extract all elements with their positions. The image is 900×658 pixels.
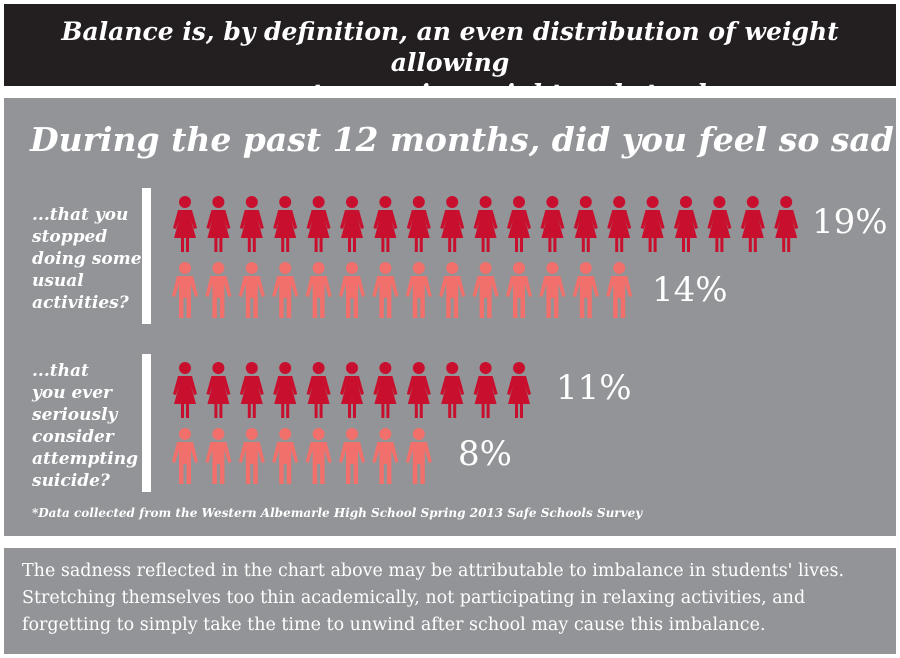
male-person-icon	[339, 262, 365, 318]
male-person-icon	[205, 428, 232, 484]
female-person-icon	[573, 196, 598, 252]
male-person-icon	[606, 262, 633, 318]
group-divider-1	[142, 188, 151, 324]
female-person-icon	[273, 196, 298, 252]
value-label-group1-female: 19%	[812, 202, 888, 242]
female-person-icon	[473, 362, 498, 418]
male-person-icon	[439, 262, 466, 318]
female-person-icon	[740, 196, 765, 252]
value-label-group1-male: 14%	[652, 270, 728, 310]
female-person-icon	[206, 362, 231, 418]
female-person-icon	[239, 196, 264, 252]
value-label-group2-female: 11%	[556, 368, 632, 408]
female-person-icon	[406, 196, 431, 252]
male-person-icon	[172, 262, 198, 318]
female-person-icon	[239, 362, 264, 418]
female-person-icon	[607, 196, 632, 252]
female-person-icon	[473, 196, 498, 252]
female-person-icon	[306, 196, 331, 252]
value-label-group2-male: 8%	[458, 434, 512, 474]
male-person-icon	[472, 262, 499, 318]
female-person-icon	[173, 196, 197, 252]
female-person-icon	[373, 196, 398, 252]
summary-text: The sadness reflected in the chart above…	[22, 561, 845, 635]
male-person-icon	[172, 428, 198, 484]
female-person-icon	[440, 362, 465, 418]
female-person-icon	[306, 362, 331, 418]
male-person-icon	[372, 262, 399, 318]
footnote: *Data collected from the Western Albemar…	[32, 506, 643, 520]
female-person-icon	[206, 196, 231, 252]
male-person-icon	[305, 428, 332, 484]
group-divider-2	[142, 354, 151, 492]
male-person-icon	[238, 428, 265, 484]
female-person-icon	[273, 362, 298, 418]
female-person-icon	[640, 196, 665, 252]
female-person-icon	[340, 196, 364, 252]
summary-text-box: The sadness reflected in the chart above…	[4, 548, 896, 654]
group-label-2: ...that you ever seriously consider atte…	[32, 361, 138, 491]
female-person-icon	[406, 362, 431, 418]
female-person-icon	[507, 196, 531, 252]
male-person-icon	[272, 262, 299, 318]
male-person-icon	[238, 262, 265, 318]
female-person-icon	[340, 362, 364, 418]
male-person-icon	[372, 428, 399, 484]
female-person-icon	[373, 362, 398, 418]
chart-title: During the past 12 months, did you feel …	[30, 120, 900, 159]
male-person-icon	[339, 428, 365, 484]
male-person-icon	[405, 262, 432, 318]
female-person-icon	[507, 362, 531, 418]
male-person-icon	[305, 262, 332, 318]
male-person-icon	[205, 262, 232, 318]
group-label-1: ...that you stopped doing some usual act…	[32, 205, 142, 313]
male-person-icon	[272, 428, 299, 484]
female-person-icon	[173, 362, 197, 418]
male-person-icon	[405, 428, 432, 484]
male-person-icon	[572, 262, 599, 318]
male-person-icon	[506, 262, 532, 318]
female-person-icon	[707, 196, 732, 252]
banner-line-1: Balance is, by definition, an even distr…	[61, 17, 839, 77]
female-person-icon	[774, 196, 799, 252]
male-person-icon	[539, 262, 566, 318]
female-person-icon	[440, 196, 465, 252]
female-person-icon	[674, 196, 698, 252]
female-person-icon	[540, 196, 565, 252]
header-banner: Balance is, by definition, an even distr…	[4, 4, 896, 108]
